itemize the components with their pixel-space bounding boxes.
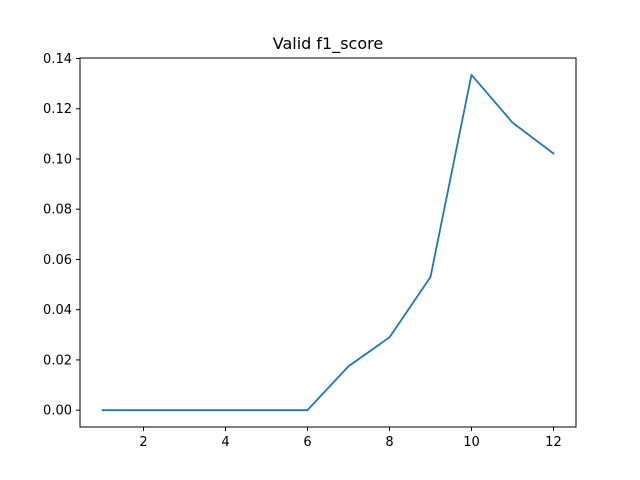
axes-frame (79, 57, 577, 428)
x-tick-label: 8 (385, 435, 393, 450)
plot-area: 2 4 6 8 10 12 0.00 0.02 0.04 0.06 0.08 0.10 0.12 0.14 (43, 52, 577, 450)
x-tick-label: 4 (221, 435, 229, 450)
x-tick-label: 10 (463, 435, 480, 450)
series-line (101, 73, 555, 412)
x-tick-label: 2 (139, 435, 147, 450)
y-tick-label: 0.06 (43, 253, 72, 268)
y-tick-label: 0.08 (43, 203, 72, 218)
y-tick-label: 0.12 (43, 102, 72, 117)
y-tick-label: 0.10 (43, 152, 72, 167)
chart-title: Valid f1_score (273, 34, 383, 54)
y-tick-label: 0.02 (43, 353, 72, 368)
y-tick-label: 0.04 (43, 303, 72, 318)
y-tick-label: 0.14 (43, 52, 72, 67)
x-tick-label: 12 (545, 435, 562, 450)
x-tick-label: 6 (303, 435, 311, 450)
y-tick-label: 0.00 (43, 404, 72, 419)
